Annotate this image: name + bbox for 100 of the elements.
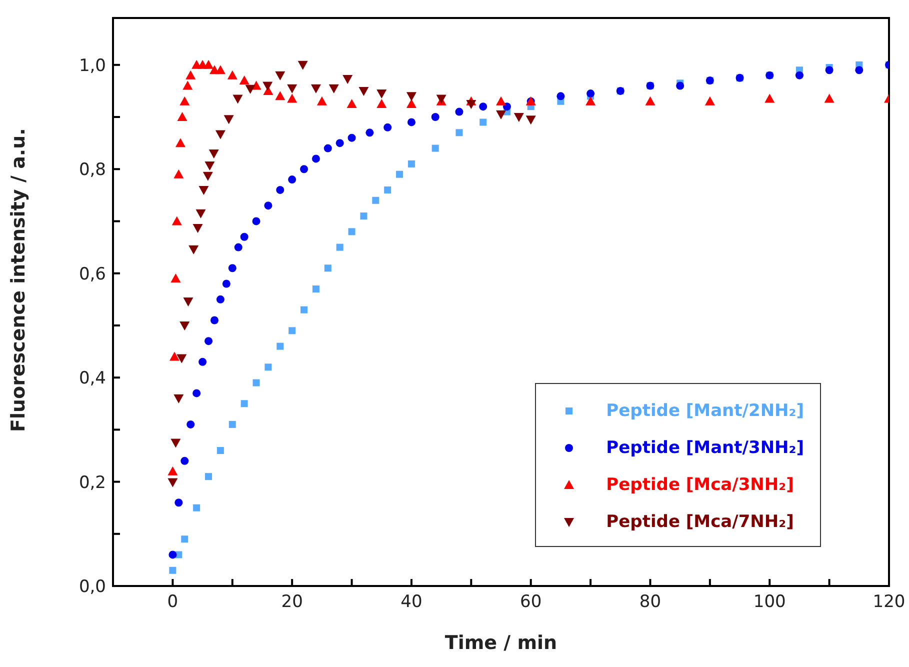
legend-label: Peptide [Mant/3NH₂]	[606, 438, 804, 458]
point	[202, 172, 213, 181]
point	[455, 108, 464, 116]
point	[170, 438, 181, 448]
point	[180, 321, 190, 330]
point	[240, 400, 248, 408]
point	[855, 66, 864, 74]
point	[764, 94, 775, 103]
point	[275, 91, 286, 100]
point	[168, 550, 177, 559]
point	[234, 243, 242, 252]
point	[186, 420, 195, 428]
point	[188, 245, 199, 254]
point	[168, 466, 178, 476]
point	[174, 394, 184, 404]
point	[479, 102, 488, 111]
point	[336, 139, 344, 148]
point	[264, 202, 272, 210]
point	[407, 118, 416, 126]
x-tick-label: 0	[167, 592, 178, 612]
point	[210, 316, 218, 324]
x-tick-label: 60	[520, 592, 542, 612]
point	[324, 264, 332, 272]
point	[228, 420, 236, 428]
point	[432, 144, 439, 152]
point	[193, 504, 200, 512]
point	[180, 456, 189, 465]
point	[176, 354, 187, 364]
point	[645, 96, 656, 106]
point	[526, 116, 536, 125]
point	[825, 66, 834, 74]
point	[300, 306, 308, 314]
point	[177, 112, 188, 122]
y-tick-label: 0,6	[78, 264, 106, 284]
point	[431, 113, 440, 122]
point	[795, 71, 804, 80]
point	[276, 186, 284, 194]
point	[186, 70, 196, 80]
x-axis-title: Time / min	[444, 632, 558, 654]
point	[358, 86, 369, 96]
point	[288, 327, 296, 334]
point	[275, 71, 286, 80]
point	[324, 144, 332, 152]
x-tick-label: 120	[872, 592, 906, 612]
y-tick-label: 0,4	[78, 368, 106, 389]
point	[312, 154, 320, 163]
point	[328, 84, 339, 94]
point	[216, 295, 224, 304]
y-tick-label: 0,8	[78, 160, 106, 180]
point	[252, 379, 260, 386]
y-tick-label: 0,2	[78, 472, 106, 493]
point	[228, 264, 236, 272]
legend-label: Peptide [Mca/3NH₂]	[606, 474, 794, 494]
point	[466, 100, 476, 109]
point	[252, 217, 260, 226]
point	[204, 337, 213, 346]
point	[384, 123, 392, 132]
point	[376, 98, 387, 108]
point	[168, 478, 178, 488]
point	[222, 280, 230, 288]
point	[227, 70, 238, 80]
point	[556, 92, 565, 100]
point	[181, 536, 188, 543]
point	[342, 74, 353, 84]
point	[480, 118, 487, 126]
point	[586, 96, 596, 106]
point	[298, 60, 308, 70]
point	[174, 498, 183, 507]
point	[384, 186, 392, 194]
point	[215, 130, 226, 140]
point	[316, 96, 327, 106]
y-tick-label: 0,0	[78, 577, 106, 598]
point	[245, 84, 256, 94]
point	[586, 90, 595, 98]
point	[180, 96, 190, 106]
point	[262, 82, 273, 91]
x-tick-label: 20	[281, 592, 303, 612]
point	[514, 113, 524, 122]
point	[215, 65, 226, 74]
point	[182, 80, 193, 90]
point	[366, 128, 374, 137]
point	[496, 96, 506, 106]
point	[239, 76, 250, 85]
x-tick-label: 80	[639, 592, 662, 612]
point	[196, 209, 206, 218]
legend-label: Peptide [Mca/7NH₂]	[606, 512, 794, 532]
point	[232, 94, 243, 104]
point	[192, 389, 201, 398]
point	[310, 84, 321, 94]
point	[174, 169, 184, 178]
point	[502, 102, 511, 111]
x-tick-label: 40	[400, 592, 422, 612]
point	[208, 149, 219, 158]
point	[406, 92, 416, 102]
point	[264, 364, 272, 371]
y-axis-title: Fluorescence intensity / a.u.	[8, 128, 30, 432]
point	[287, 84, 298, 94]
point	[348, 228, 356, 236]
point	[287, 94, 298, 103]
point	[824, 94, 834, 103]
